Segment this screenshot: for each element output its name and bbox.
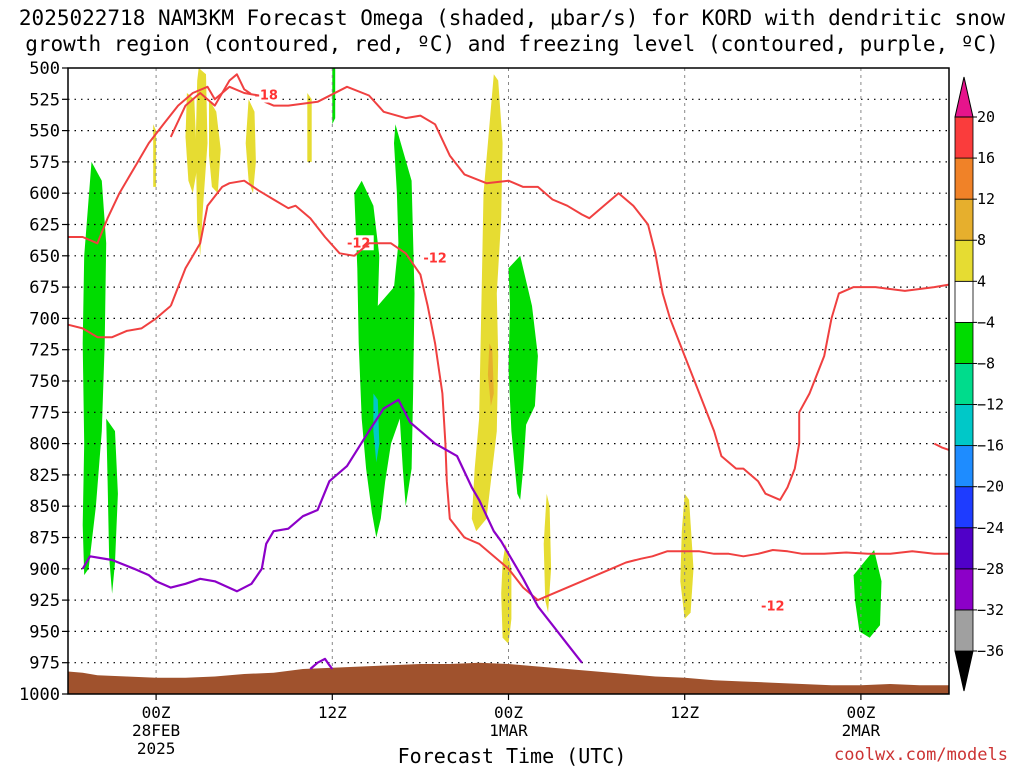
colorbar-swatch-2	[954, 568, 974, 611]
colorbar-label-2: −28	[977, 560, 1004, 578]
contour-label-bg-3	[757, 598, 788, 614]
ytick-label-925: 925	[29, 591, 60, 611]
colorbar-label-0: −36	[977, 642, 1004, 660]
ytick-label-975: 975	[29, 654, 60, 674]
colorbar-label-9: 4	[977, 272, 986, 290]
colorbar-swatch-12	[954, 157, 974, 200]
contour-label-bg-0	[251, 87, 282, 103]
contour-label-bg-2	[420, 250, 451, 266]
xtick-label-24-1: 28FEB	[132, 721, 180, 740]
omega-region-yellow-12z	[680, 493, 694, 619]
colorbar-label-11: 12	[977, 190, 995, 208]
chart-title-line-2: growth region (contoured, red, ºC) and f…	[25, 32, 999, 56]
omega-region-yellow-2	[185, 93, 198, 194]
colorbar-label-6: −12	[977, 396, 1004, 414]
colorbar-swatch-4	[954, 486, 974, 529]
colorbar-swatch-5	[954, 445, 974, 488]
xtick-label-48-0: 00Z	[494, 703, 523, 722]
colorbar-label-5: −16	[977, 437, 1004, 455]
contour-line-5	[81, 398, 583, 664]
omega-region-yellow-1	[195, 68, 208, 256]
colorbar-swatch-6	[954, 404, 974, 447]
omega-region-green-small	[106, 418, 118, 594]
colorbar-label-4: −20	[977, 478, 1004, 496]
terrain	[68, 662, 949, 694]
ytick-label-900: 900	[29, 560, 60, 580]
colorbar-label-7: −8	[977, 354, 995, 372]
contour-line-0	[169, 73, 950, 501]
colorbar-label-10: 8	[977, 231, 986, 249]
ytick-label-950: 950	[29, 622, 60, 642]
colorbar-swatch-1	[954, 609, 974, 652]
ytick-label-625: 625	[29, 216, 60, 236]
colorbar-min-triangle	[954, 650, 974, 692]
omega-region-yellow-4	[245, 99, 256, 194]
ytick-label-600: 600	[29, 184, 60, 204]
colorbar-swatch-8	[954, 321, 974, 364]
contour-label-2: -12	[423, 251, 447, 266]
xtick-label-36-0: 12Z	[318, 703, 347, 722]
ytick-label-575: 575	[29, 153, 60, 173]
xtick-label-24-0: 00Z	[142, 703, 171, 722]
omega-region-green-main-tall	[354, 124, 415, 538]
ytick-label-800: 800	[29, 435, 60, 455]
omega-region-green-left	[82, 161, 107, 576]
omega-region-yellow-5	[153, 124, 157, 187]
ytick-label-500: 500	[29, 59, 60, 79]
contour-line-4	[933, 442, 950, 451]
ytick-label-875: 875	[29, 529, 60, 549]
colorbar-label-3: −24	[977, 519, 1004, 537]
ytick-label-525: 525	[29, 90, 60, 110]
omega-region-yellow-bottom-right	[543, 493, 552, 613]
contour-line-2	[169, 179, 949, 602]
ytick-label-700: 700	[29, 309, 60, 329]
omega-region-yellow-main	[471, 74, 503, 532]
omega-region-green-sliver-top	[332, 68, 336, 125]
colorbar-label-8: −4	[977, 313, 995, 331]
omega-region-green-right	[508, 255, 538, 500]
xtick-label-48-1: 1MAR	[489, 721, 528, 740]
colorbar-label-12: 16	[977, 149, 995, 167]
colorbar-swatch-13	[954, 116, 974, 159]
omega-region-yellow-6	[307, 93, 312, 162]
colorbar-label-1: −32	[977, 601, 1004, 619]
omega-region-teal-spot	[373, 393, 380, 463]
ytick-label-750: 750	[29, 372, 60, 392]
x-axis-title: Forecast Time (UTC)	[397, 744, 627, 768]
contour-label-0: -18	[254, 89, 278, 104]
colorbar-swatch-7	[954, 363, 974, 405]
ytick-label-775: 775	[29, 403, 60, 423]
colorbar-swatch-9	[954, 280, 974, 323]
ytick-label-1000: 1000	[19, 685, 60, 705]
credit-link[interactable]: coolwx.com/models	[834, 745, 1008, 765]
omega-region-orange-spot	[487, 343, 494, 406]
ytick-label-825: 825	[29, 466, 60, 486]
colorbar-max-triangle	[954, 76, 974, 118]
xtick-label-72-0: 00Z	[846, 703, 875, 722]
contour-label-3: -12	[761, 599, 785, 614]
contour-line-6	[309, 657, 334, 670]
colorbar-label-13: 20	[977, 108, 995, 126]
omega-region-yellow-3	[209, 99, 221, 194]
xtick-label-60-0: 12Z	[670, 703, 699, 722]
ytick-label-550: 550	[29, 122, 60, 142]
colorbar-swatch-10	[954, 239, 974, 282]
xtick-label-24-2: 2025	[137, 739, 176, 758]
ytick-label-850: 850	[29, 497, 60, 517]
ytick-label-675: 675	[29, 278, 60, 298]
ytick-label-725: 725	[29, 341, 60, 361]
chart-title-line-1: 2025022718 NAM3KM Forecast Omega (shaded…	[18, 6, 1006, 30]
contour-line-1	[68, 85, 260, 245]
colorbar-swatch-11	[954, 198, 974, 241]
xtick-label-72-1: 2MAR	[842, 721, 881, 740]
ytick-label-650: 650	[29, 247, 60, 267]
contour-line-3	[67, 305, 172, 339]
colorbar-swatch-3	[954, 527, 974, 570]
